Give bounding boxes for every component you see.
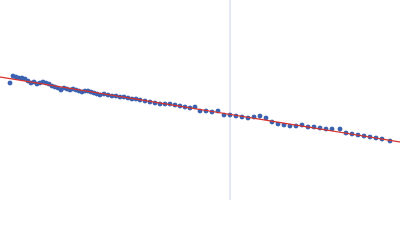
data-point [257,113,263,119]
data-point [337,126,343,132]
data-point [7,80,13,86]
data-point [263,115,269,121]
chart [0,0,400,200]
fit-line [0,76,400,143]
